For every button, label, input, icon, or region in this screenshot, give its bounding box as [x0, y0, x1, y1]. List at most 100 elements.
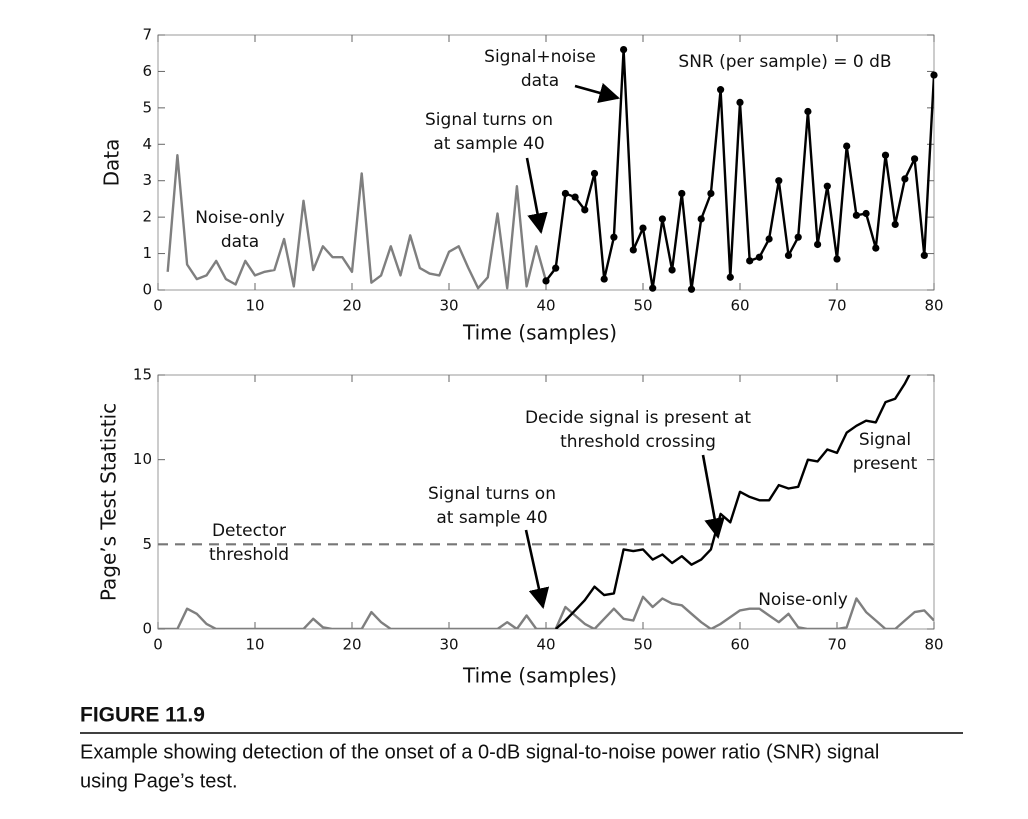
data-point: [590, 169, 599, 178]
x-tick-label: 0: [153, 636, 163, 654]
data-point: [930, 71, 938, 79]
x-tick-label: 20: [342, 636, 361, 654]
data-point: [581, 206, 589, 214]
data-point: [542, 277, 550, 285]
x-tick-label: 60: [730, 636, 749, 654]
annotation: threshold: [209, 545, 289, 565]
data-point: [862, 209, 870, 218]
data-point: [717, 86, 725, 94]
arrow: [524, 529, 550, 610]
annotation: data: [521, 71, 559, 91]
arrow: [574, 82, 621, 103]
annotation: Decide signal is present at: [525, 408, 751, 428]
data-point: [833, 255, 841, 263]
x-tick-label: 60: [730, 297, 749, 315]
data-point: [872, 244, 880, 252]
x-tick-label: 50: [633, 636, 652, 654]
x-tick-label: 40: [536, 297, 555, 315]
data-line: [166, 154, 548, 290]
data-point: [620, 45, 628, 54]
data-point: [639, 224, 647, 232]
data-point: [726, 273, 734, 281]
annotation: present: [853, 454, 918, 474]
x-tick-label: 30: [439, 297, 458, 315]
data-point: [920, 251, 928, 259]
data-point: [765, 235, 773, 243]
data-point: [552, 264, 560, 272]
x-tick-label: 20: [342, 297, 361, 315]
data-line: [158, 595, 934, 629]
data-point: [697, 215, 705, 223]
data-point: [658, 215, 667, 223]
data-point: [746, 257, 754, 265]
annotation: threshold crossing: [560, 432, 716, 452]
data-point: [687, 285, 696, 293]
annotation: Signal+noise: [484, 47, 596, 67]
data-point: [649, 284, 657, 292]
y-tick-label: 5: [142, 98, 152, 116]
y-tick-label: 2: [142, 208, 152, 226]
data-point: [755, 253, 764, 261]
annotation: Noise-only: [758, 590, 848, 610]
annotation: Noise-only: [195, 208, 285, 228]
y-tick-label: 10: [133, 450, 152, 468]
x-tick-label: 70: [827, 636, 846, 654]
annotation: at sample 40: [436, 508, 547, 528]
data-point: [561, 189, 570, 198]
data-point: [901, 175, 909, 183]
caption: using Page’s test.: [80, 770, 238, 792]
annotation: Signal: [859, 430, 911, 450]
x-tick-label: 80: [924, 636, 943, 654]
data-point: [629, 246, 637, 254]
annotation: Signal turns on: [428, 484, 556, 504]
data-point: [814, 240, 822, 249]
data-point: [881, 151, 890, 159]
annotation: Detector: [212, 521, 286, 541]
data-point: [794, 233, 802, 241]
data-point: [784, 251, 793, 259]
data-point: [852, 211, 861, 219]
data-point: [707, 189, 715, 198]
y-tick-label: 3: [142, 171, 152, 189]
x-tick-label: 50: [633, 297, 652, 315]
y-tick-label: 4: [142, 135, 152, 153]
y-tick-label: 5: [142, 535, 152, 553]
annotation: Signal turns on: [425, 110, 553, 130]
figure-label: FIGURE 11.9: [80, 704, 205, 727]
y-tick-label: 0: [142, 620, 152, 638]
data-point: [823, 182, 831, 190]
annotation: data: [221, 232, 259, 252]
x-tick-label: 10: [245, 636, 264, 654]
data-point: [600, 275, 608, 283]
x-tick-label: 10: [245, 297, 264, 315]
y-tick-label: 0: [142, 281, 152, 299]
x-tick-label: 30: [439, 636, 458, 654]
x-tick-label: 80: [924, 297, 943, 315]
y-axis-label: Data: [100, 139, 124, 187]
data-point: [775, 177, 783, 185]
y-axis-label: Page’s Test Statistic: [97, 403, 121, 601]
data-point: [668, 266, 676, 274]
x-tick-label: 40: [536, 636, 555, 654]
data-point: [891, 220, 899, 229]
data-point: [843, 142, 851, 150]
y-tick-label: 15: [133, 366, 152, 384]
data-point: [678, 189, 686, 198]
x-tick-label: 0: [153, 297, 163, 315]
caption: Example showing detection of the onset o…: [80, 741, 879, 763]
data-point: [571, 193, 579, 201]
data-point: [610, 233, 618, 241]
arrow: [525, 157, 548, 235]
annotation: at sample 40: [433, 134, 544, 154]
data-line: [545, 48, 934, 290]
data-point: [804, 107, 812, 116]
y-tick-label: 6: [142, 62, 152, 80]
annotation: SNR (per sample) = 0 dB: [678, 52, 891, 72]
y-tick-label: 7: [142, 26, 152, 44]
data-line: [554, 375, 911, 629]
data-point: [911, 155, 919, 163]
data-point: [736, 98, 744, 106]
x-tick-label: 70: [827, 297, 846, 315]
x-axis-label: Time (samples): [462, 321, 617, 345]
